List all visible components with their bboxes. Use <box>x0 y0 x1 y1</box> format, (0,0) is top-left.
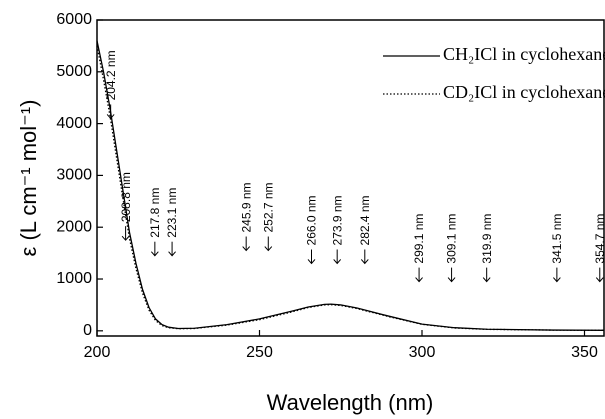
annotation-label: 282.4 nm <box>358 195 372 245</box>
y-axis-title: ε (L cm⁻¹ mol⁻¹) <box>16 100 41 257</box>
plot-frame <box>96 19 605 337</box>
annotation-label: 223.1 nm <box>165 188 179 238</box>
annotation-label: 245.9 nm <box>239 182 253 232</box>
x-axis-title: Wavelength (nm) <box>267 390 434 415</box>
y-tick-label: 6000 <box>56 11 92 28</box>
annotation-label: 309.1 nm <box>445 214 459 264</box>
x-tick-label: 300 <box>409 344 436 361</box>
annotation-arrowhead <box>307 259 316 265</box>
annotation-arrowhead <box>242 246 251 252</box>
annotation-arrowhead <box>552 277 561 283</box>
annotation-label: 354.7 nm <box>593 214 605 264</box>
data-line <box>96 40 605 331</box>
annotation-arrowhead <box>121 235 130 241</box>
annotation-label: 252.7 nm <box>261 182 275 232</box>
y-tick-label: 3000 <box>56 167 92 184</box>
x-tick-label: 250 <box>246 344 273 361</box>
y-tick-label: 2000 <box>56 218 92 235</box>
y-tick-label: 0 <box>83 322 92 339</box>
annotation-arrowhead <box>447 277 456 283</box>
annotation-arrowhead <box>168 251 176 257</box>
legend-label: CH₂ICl in cyclohexane <box>443 44 605 64</box>
legend-label: CD₂ICl in cyclohexane <box>443 82 605 102</box>
x-tick-label: 200 <box>84 344 111 361</box>
data-line <box>96 45 605 331</box>
annotation-label: 204.2 nm <box>104 50 118 100</box>
annotation-label: 266.0 nm <box>305 195 319 245</box>
y-tick-label: 4000 <box>56 115 92 132</box>
annotation-label: 273.9 nm <box>330 195 344 245</box>
annotation-label: 319.9 nm <box>480 214 494 264</box>
annotation-label: 217.8 nm <box>148 188 162 238</box>
y-tick-label: 5000 <box>56 63 92 80</box>
annotation-arrowhead <box>482 277 491 283</box>
annotation-label: 341.5 nm <box>550 214 564 264</box>
annotation-label: 208.8 nm <box>119 172 133 222</box>
y-tick-label: 1000 <box>56 270 92 287</box>
annotation-arrowhead <box>360 259 369 265</box>
annotation-arrowhead <box>595 277 604 283</box>
annotation-arrowhead <box>106 114 115 120</box>
annotation-arrowhead <box>333 259 342 265</box>
x-tick-label: 350 <box>571 344 598 361</box>
annotation-arrowhead <box>150 251 159 257</box>
annotation-arrowhead <box>264 246 273 252</box>
annotation-arrowhead <box>415 277 423 283</box>
annotation-label: 299.1 nm <box>412 214 426 264</box>
